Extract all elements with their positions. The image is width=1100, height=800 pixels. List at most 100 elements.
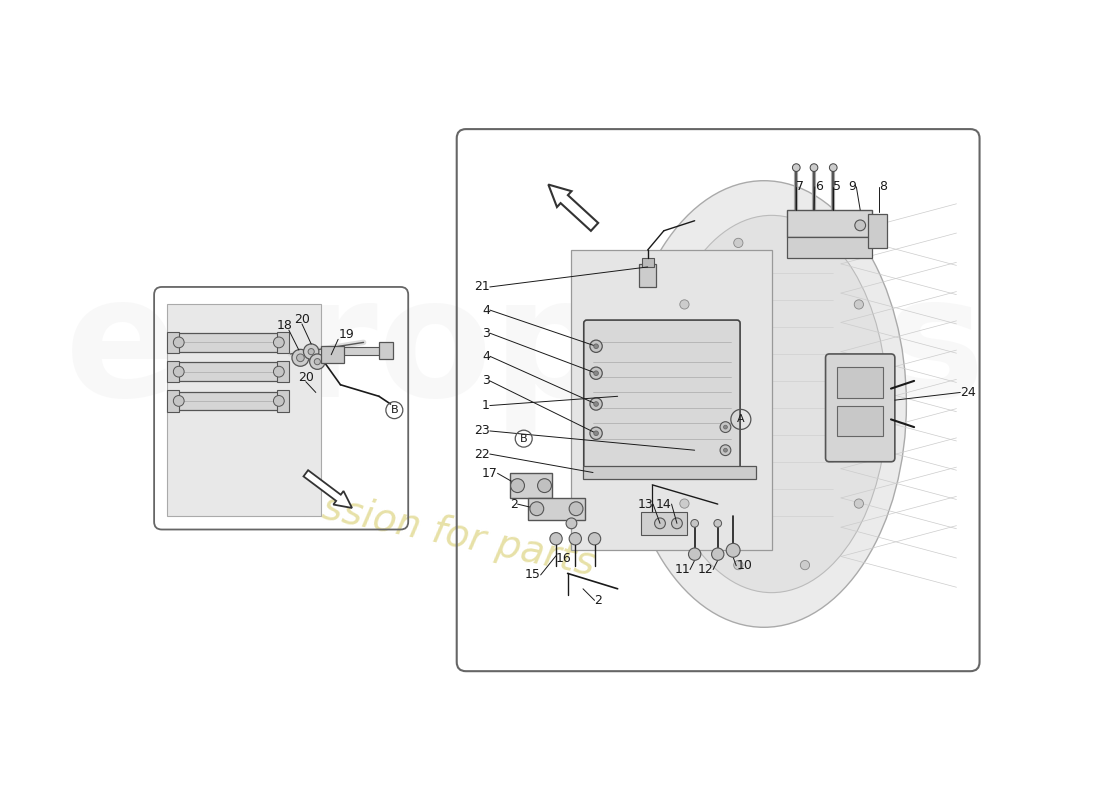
Text: 20: 20 (298, 370, 314, 383)
Circle shape (724, 425, 727, 429)
Circle shape (734, 561, 742, 570)
Bar (342, 347, 384, 354)
Text: 9: 9 (848, 180, 856, 194)
Circle shape (734, 238, 742, 247)
Circle shape (801, 238, 810, 247)
Text: 20: 20 (294, 313, 310, 326)
Ellipse shape (621, 181, 906, 627)
Ellipse shape (656, 215, 887, 593)
Bar (583, 466, 757, 479)
Text: 12: 12 (697, 563, 713, 576)
Circle shape (680, 300, 689, 309)
Bar (277, 332, 289, 353)
Bar (510, 474, 552, 498)
Bar (528, 498, 585, 519)
Circle shape (654, 518, 666, 529)
Circle shape (792, 164, 800, 171)
Circle shape (671, 518, 682, 529)
Circle shape (174, 337, 184, 348)
Text: 3: 3 (482, 374, 490, 387)
Text: B: B (390, 405, 398, 415)
Circle shape (590, 398, 603, 410)
Text: 11: 11 (674, 563, 690, 576)
Circle shape (310, 354, 326, 370)
Text: 2: 2 (509, 498, 517, 510)
Circle shape (689, 548, 701, 560)
Text: 85: 85 (786, 294, 880, 360)
Bar (788, 237, 872, 258)
Text: 1: 1 (482, 399, 490, 412)
Bar (167, 304, 321, 516)
Circle shape (810, 164, 818, 171)
Bar (788, 210, 872, 237)
Bar (572, 250, 772, 550)
Circle shape (530, 502, 543, 516)
Circle shape (855, 300, 864, 309)
Circle shape (550, 533, 562, 545)
Circle shape (720, 445, 730, 455)
Text: B: B (520, 434, 528, 444)
Circle shape (874, 399, 884, 409)
Circle shape (297, 354, 305, 362)
Circle shape (304, 344, 319, 359)
Bar (639, 264, 656, 287)
Circle shape (274, 366, 284, 377)
Circle shape (714, 519, 722, 527)
Bar (167, 390, 178, 412)
Text: a passion for parts: a passion for parts (236, 471, 598, 583)
Text: 21: 21 (474, 281, 490, 294)
Text: 19: 19 (339, 328, 354, 341)
Text: 4: 4 (482, 303, 490, 317)
Circle shape (680, 499, 689, 508)
Circle shape (855, 499, 864, 508)
FancyArrow shape (548, 185, 598, 231)
Circle shape (829, 164, 837, 171)
Circle shape (510, 478, 525, 493)
Circle shape (569, 533, 582, 545)
Circle shape (724, 448, 727, 452)
Circle shape (594, 344, 598, 349)
Circle shape (315, 358, 320, 365)
Text: 8: 8 (880, 180, 888, 194)
Circle shape (594, 402, 598, 406)
Text: 3: 3 (482, 326, 490, 340)
Circle shape (174, 366, 184, 377)
FancyBboxPatch shape (825, 354, 895, 462)
Circle shape (726, 543, 740, 558)
Circle shape (174, 395, 184, 406)
Text: 10: 10 (736, 559, 752, 572)
Circle shape (590, 427, 603, 439)
Text: 22: 22 (474, 447, 490, 461)
Bar (173, 362, 284, 381)
Bar (321, 346, 344, 363)
Circle shape (274, 337, 284, 348)
Circle shape (588, 533, 601, 545)
Circle shape (308, 349, 315, 354)
Text: 2: 2 (594, 594, 603, 607)
Circle shape (538, 478, 551, 493)
Bar (641, 258, 653, 267)
Text: 13: 13 (637, 498, 653, 510)
Circle shape (566, 518, 576, 529)
Circle shape (691, 519, 698, 527)
Text: 15: 15 (525, 569, 541, 582)
Text: 17: 17 (482, 467, 497, 480)
Text: A: A (737, 414, 745, 424)
FancyBboxPatch shape (584, 320, 740, 469)
FancyArrow shape (304, 470, 352, 508)
Text: 14: 14 (656, 498, 671, 510)
Circle shape (712, 548, 724, 560)
Text: europarts: europarts (65, 269, 986, 432)
Circle shape (720, 422, 730, 433)
Bar (640, 512, 686, 535)
Bar (837, 406, 883, 436)
Text: 16: 16 (556, 551, 572, 565)
Circle shape (274, 395, 284, 406)
Circle shape (855, 220, 866, 230)
Circle shape (569, 502, 583, 516)
Text: 24: 24 (960, 386, 976, 399)
Circle shape (590, 367, 603, 379)
Circle shape (594, 431, 598, 435)
Bar (167, 332, 178, 353)
Bar (378, 342, 393, 359)
